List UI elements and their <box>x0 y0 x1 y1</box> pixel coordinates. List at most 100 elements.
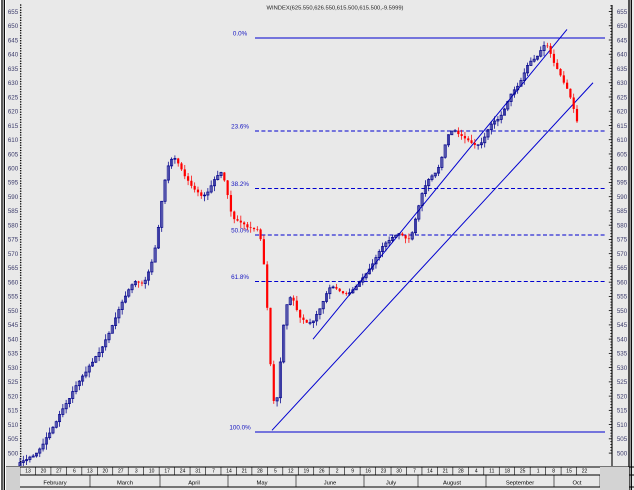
svg-text:1: 1 <box>537 469 540 475</box>
svg-text:7: 7 <box>212 469 215 475</box>
svg-text:14: 14 <box>226 469 232 475</box>
svg-text:13: 13 <box>87 469 93 475</box>
svg-text:600: 600 <box>617 166 628 173</box>
svg-text:23: 23 <box>381 469 387 475</box>
svg-text:0.0%: 0.0% <box>233 31 248 38</box>
svg-text:17: 17 <box>164 469 170 475</box>
svg-text:650: 650 <box>8 23 19 30</box>
svg-text:585: 585 <box>8 208 19 215</box>
svg-text:610: 610 <box>8 137 19 144</box>
svg-text:615: 615 <box>8 123 19 130</box>
svg-text:625: 625 <box>617 94 628 101</box>
svg-text:5: 5 <box>274 469 277 475</box>
svg-text:520: 520 <box>617 393 628 400</box>
svg-text:505: 505 <box>617 436 628 443</box>
svg-text:August: August <box>443 481 461 487</box>
svg-text:13: 13 <box>25 469 31 475</box>
svg-text:545: 545 <box>617 322 628 329</box>
svg-text:20: 20 <box>41 469 47 475</box>
svg-text:510: 510 <box>617 422 628 429</box>
svg-text:575: 575 <box>8 237 19 244</box>
svg-text:September: September <box>506 481 534 487</box>
svg-text:635: 635 <box>617 66 628 73</box>
svg-text:March: March <box>117 481 133 487</box>
svg-text:30: 30 <box>396 469 402 475</box>
svg-text:640: 640 <box>8 52 19 59</box>
svg-text:590: 590 <box>8 194 19 201</box>
svg-text:590: 590 <box>617 194 628 201</box>
svg-text:525: 525 <box>8 379 19 386</box>
svg-text:22: 22 <box>582 469 588 475</box>
svg-text:24: 24 <box>180 469 186 475</box>
svg-text:610: 610 <box>617 137 628 144</box>
svg-text:500: 500 <box>617 450 628 457</box>
svg-text:3: 3 <box>135 469 138 475</box>
svg-text:545: 545 <box>8 322 19 329</box>
svg-text:640: 640 <box>617 52 628 59</box>
svg-text:500: 500 <box>8 450 19 457</box>
svg-text:8: 8 <box>552 469 555 475</box>
svg-text:530: 530 <box>617 365 628 372</box>
svg-text:645: 645 <box>617 37 628 44</box>
svg-text:595: 595 <box>617 180 628 187</box>
svg-text:26: 26 <box>319 469 325 475</box>
svg-text:100.0%: 100.0% <box>229 425 251 432</box>
svg-text:630: 630 <box>8 80 19 87</box>
svg-text:61.8%: 61.8% <box>231 274 249 281</box>
svg-text:21: 21 <box>242 469 248 475</box>
svg-text:605: 605 <box>8 151 19 158</box>
svg-text:570: 570 <box>8 251 19 258</box>
svg-text:540: 540 <box>617 336 628 343</box>
svg-text:23.6%: 23.6% <box>231 124 249 131</box>
svg-text:25: 25 <box>520 469 526 475</box>
svg-text:4: 4 <box>475 469 478 475</box>
svg-text:February: February <box>43 481 66 487</box>
svg-text:6: 6 <box>73 469 76 475</box>
svg-text:555: 555 <box>8 294 19 301</box>
svg-text:April: April <box>188 481 200 487</box>
svg-text:31: 31 <box>195 469 201 475</box>
svg-text:540: 540 <box>8 336 19 343</box>
svg-text:510: 510 <box>8 422 19 429</box>
svg-text:May: May <box>257 481 268 487</box>
svg-text:585: 585 <box>617 208 628 215</box>
svg-text:7: 7 <box>413 469 416 475</box>
svg-text:12: 12 <box>288 469 294 475</box>
svg-text:18: 18 <box>504 469 510 475</box>
svg-text:560: 560 <box>8 279 19 286</box>
svg-text:605: 605 <box>617 151 628 158</box>
svg-text:570: 570 <box>617 251 628 258</box>
svg-text:565: 565 <box>617 265 628 272</box>
svg-text:555: 555 <box>617 294 628 301</box>
svg-text:June: June <box>324 481 337 487</box>
svg-text:14: 14 <box>427 469 433 475</box>
svg-text:50.0%: 50.0% <box>231 228 249 235</box>
svg-text:28: 28 <box>458 469 464 475</box>
svg-text:535: 535 <box>617 351 628 358</box>
svg-text:630: 630 <box>617 80 628 87</box>
svg-text:660: 660 <box>8 0 19 2</box>
svg-text:580: 580 <box>8 222 19 229</box>
svg-text:535: 535 <box>8 351 19 358</box>
svg-text:575: 575 <box>617 237 628 244</box>
svg-text:20: 20 <box>103 469 109 475</box>
svg-text:615: 615 <box>617 123 628 130</box>
svg-text:515: 515 <box>8 408 19 415</box>
svg-text:505: 505 <box>8 436 19 443</box>
svg-text:21: 21 <box>443 469 449 475</box>
svg-text:Oct: Oct <box>572 481 581 487</box>
svg-text:28: 28 <box>257 469 263 475</box>
svg-text:600: 600 <box>8 166 19 173</box>
svg-text:525: 525 <box>617 379 628 386</box>
svg-text:16: 16 <box>365 469 371 475</box>
svg-text:WINDEX(625.550,626.550,615.500: WINDEX(625.550,626.550,615.500,615.500,-… <box>267 6 404 12</box>
svg-text:July: July <box>386 481 396 487</box>
svg-text:550: 550 <box>8 308 19 315</box>
svg-text:650: 650 <box>617 23 628 30</box>
svg-text:10: 10 <box>149 469 155 475</box>
svg-text:655: 655 <box>617 9 628 16</box>
svg-text:530: 530 <box>8 365 19 372</box>
svg-text:620: 620 <box>8 109 19 116</box>
svg-text:660: 660 <box>617 0 628 2</box>
svg-text:645: 645 <box>8 37 19 44</box>
